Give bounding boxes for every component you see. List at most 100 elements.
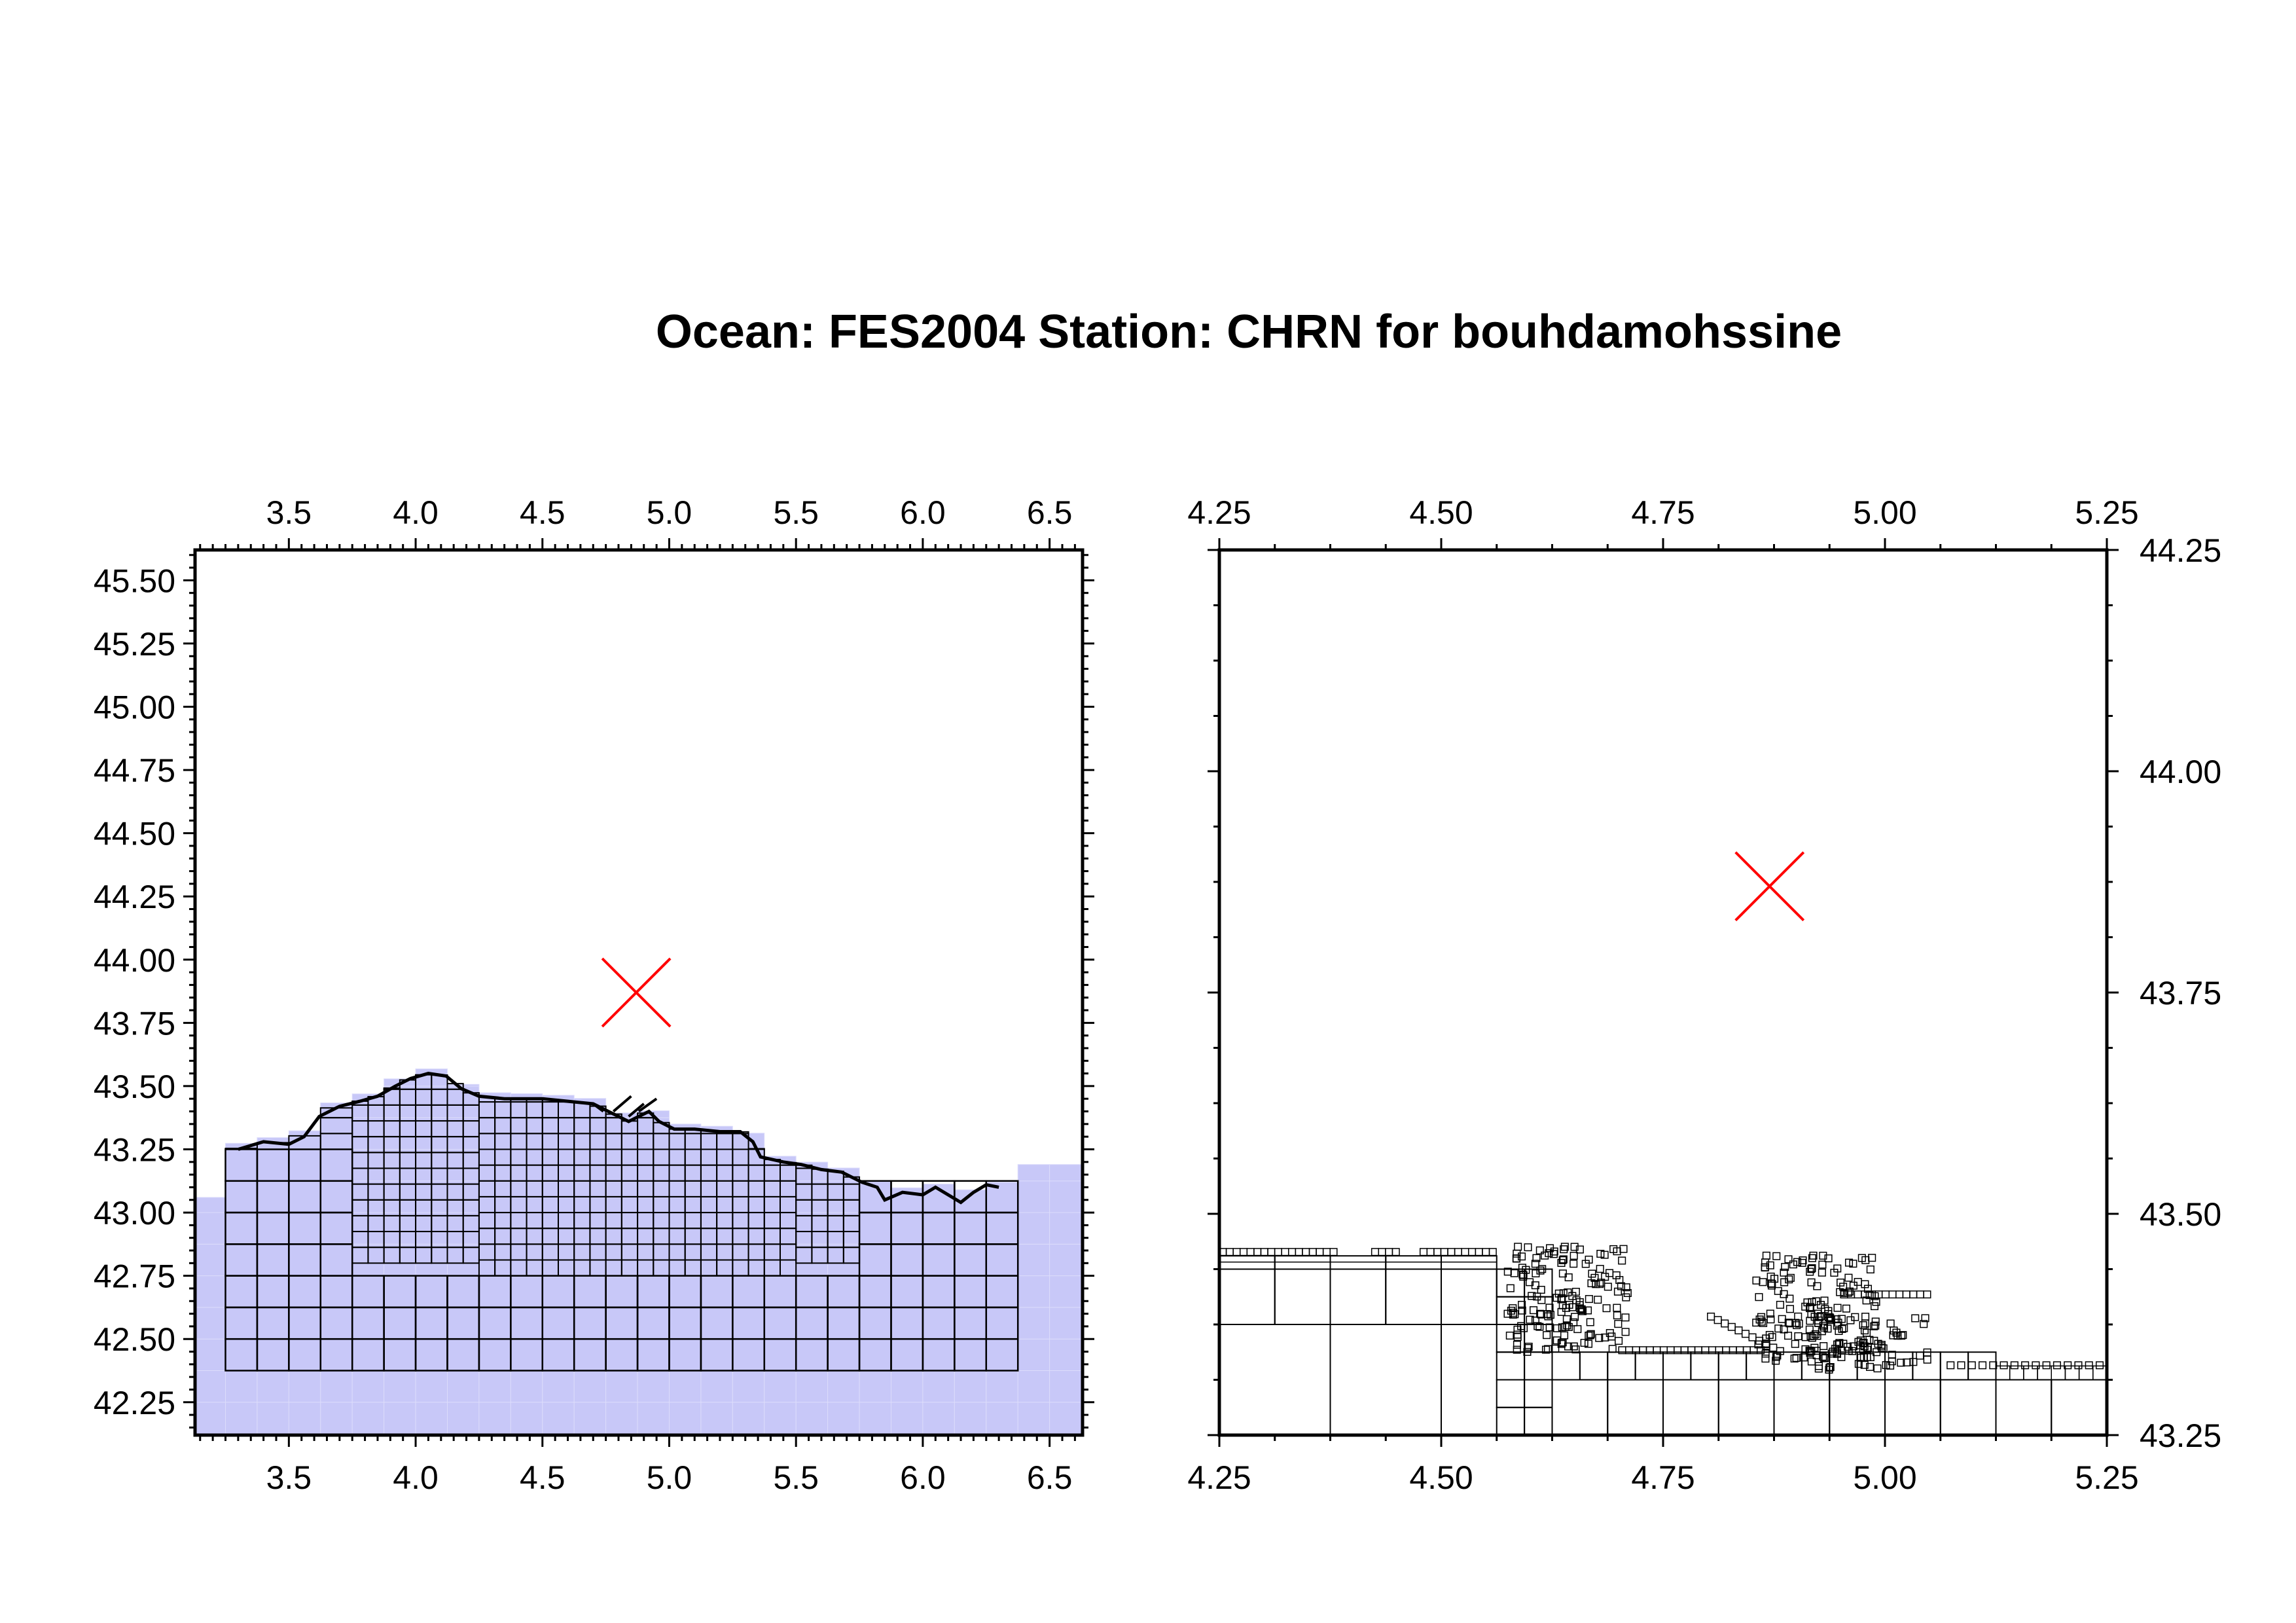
mesh-cell xyxy=(1808,1298,1816,1306)
mesh-cell xyxy=(1329,1248,1338,1256)
coarse-cell xyxy=(195,1212,226,1245)
mesh-cell xyxy=(1594,1296,1602,1304)
coarse-cell xyxy=(859,1370,891,1403)
overview-station-marker xyxy=(601,957,672,1028)
coarse-cell xyxy=(1017,1243,1050,1277)
mesh-cell xyxy=(1888,1351,1896,1359)
coarse-cell xyxy=(1017,1338,1050,1371)
mesh-cell xyxy=(1819,1353,1827,1361)
mesh-cell xyxy=(1378,1248,1386,1256)
mesh-cell xyxy=(1821,1353,1830,1362)
coarse-cell xyxy=(986,1370,1018,1403)
mesh-cell xyxy=(1513,1254,1521,1263)
mesh-cell xyxy=(1621,1328,1630,1336)
coarse-cell xyxy=(732,1307,765,1340)
mesh-cell xyxy=(1662,1351,1692,1381)
mesh-cell xyxy=(1921,1314,1929,1322)
coarse-cell xyxy=(288,1402,321,1434)
mesh-cell xyxy=(2051,1379,2107,1435)
coarse-cell xyxy=(605,1275,638,1308)
mesh-cell xyxy=(1602,1304,1611,1313)
mesh-cell xyxy=(1302,1248,1310,1256)
coarse-cell xyxy=(257,1338,289,1371)
zoom-map-frame xyxy=(1217,548,2109,1437)
coarse-cell xyxy=(573,1370,607,1403)
mesh-cell xyxy=(1762,1251,1770,1260)
mesh-cell xyxy=(2010,1361,2018,1370)
mesh-cell xyxy=(2095,1361,2104,1370)
mesh-cell xyxy=(1596,1265,1604,1273)
y-tick-label: 42.75 xyxy=(94,1258,175,1295)
y-tick-label: 42.50 xyxy=(94,1321,175,1358)
mesh-cell xyxy=(1552,1294,1561,1302)
mesh-cell xyxy=(1560,1245,1568,1254)
coarse-cell xyxy=(605,1370,638,1403)
coarse-cell xyxy=(859,1338,891,1371)
mesh-cell xyxy=(1734,1326,1743,1335)
coarse-cell xyxy=(195,1243,226,1277)
mesh-cell xyxy=(1780,1325,1788,1334)
mesh-cell xyxy=(1813,1282,1821,1290)
mesh-cell xyxy=(1871,1321,1880,1330)
mesh-cell xyxy=(1329,1261,1386,1270)
x-tick-label: 5.0 xyxy=(647,494,692,531)
mesh-cell xyxy=(1219,1324,1331,1435)
coarse-cell xyxy=(384,1307,416,1340)
mesh-cell xyxy=(1820,1323,1829,1332)
mesh-cell xyxy=(1524,1379,1553,1408)
mesh-cell xyxy=(1662,1379,1719,1435)
y-tick-label: 45.00 xyxy=(94,689,175,725)
coarse-cell xyxy=(827,1402,860,1434)
coarse-cell xyxy=(510,1307,543,1340)
coarse-cell xyxy=(257,1148,289,1182)
mesh-cell xyxy=(1322,1248,1331,1256)
coarse-cell xyxy=(732,1402,765,1434)
mesh-cell xyxy=(1786,1273,1795,1282)
coarse-cell xyxy=(922,1243,955,1277)
mesh-cell xyxy=(1513,1340,1521,1349)
mesh-cell xyxy=(1871,1302,1879,1311)
mesh-cell xyxy=(1826,1363,1835,1372)
mesh-cell xyxy=(1288,1248,1297,1256)
coarse-cell xyxy=(320,1402,353,1434)
coarse-cell xyxy=(320,1275,353,1308)
mesh-cell xyxy=(1447,1248,1456,1256)
mesh-cell xyxy=(1246,1248,1255,1256)
mesh-cell xyxy=(1260,1248,1268,1256)
river-channel xyxy=(612,1095,632,1113)
mesh-cell xyxy=(1721,1319,1729,1328)
mesh-cell xyxy=(2053,1361,2061,1370)
mesh-cell xyxy=(1274,1268,1331,1325)
coarse-cell xyxy=(1049,1180,1082,1213)
x-tick-label: 4.50 xyxy=(1409,1459,1473,1496)
mesh-cell xyxy=(1551,1344,1560,1353)
coarse-cell xyxy=(510,1338,543,1371)
coarse-cell xyxy=(542,1370,575,1403)
coarse-cell xyxy=(257,1180,289,1213)
mesh-cell xyxy=(1537,1286,1545,1294)
mesh-cell xyxy=(1308,1248,1317,1256)
coarse-cell xyxy=(764,1275,797,1308)
mesh-cell xyxy=(2021,1361,2030,1370)
coarse-cell xyxy=(795,1402,829,1434)
mesh-cell xyxy=(1274,1248,1282,1256)
mesh-cell xyxy=(1274,1261,1331,1270)
mesh-cell xyxy=(1225,1248,1234,1256)
mesh-cell xyxy=(1755,1293,1763,1302)
mesh-cell xyxy=(1590,1273,1599,1282)
mesh-cell xyxy=(1818,1268,1826,1277)
mesh-cell xyxy=(1814,1319,1822,1327)
x-tick-label: 4.25 xyxy=(1187,1459,1251,1496)
coarse-cell xyxy=(795,1338,829,1371)
overview-x-tick-labels-bottom: 3.5 4.0 4.5 5.0 5.5 6.0 6.5 xyxy=(266,1459,1073,1496)
mesh-cell xyxy=(1713,1316,1722,1324)
coarse-cell xyxy=(922,1370,955,1403)
mesh-cell xyxy=(1565,1300,1573,1309)
mesh-cell xyxy=(1618,1256,1626,1265)
mesh-cell xyxy=(1441,1261,1498,1270)
mesh-cell xyxy=(1727,1322,1736,1331)
mesh-cell xyxy=(1543,1331,1551,1340)
mesh-cell xyxy=(827,1275,861,1309)
x-tick-label: 3.5 xyxy=(266,494,312,531)
coarse-cell xyxy=(224,1370,258,1403)
